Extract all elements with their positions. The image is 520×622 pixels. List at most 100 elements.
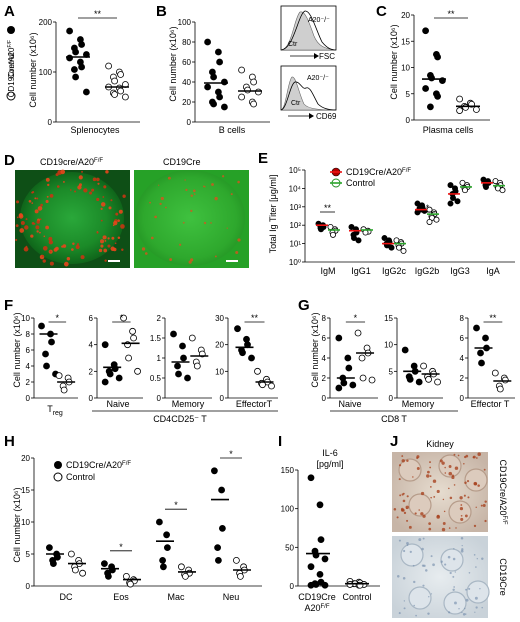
stain-dot [403,600,406,602]
stain-dot [461,611,463,614]
image-label-right: CD19Cre [163,157,201,167]
stain-dot [418,509,420,511]
panel-g-letter: G [298,297,310,314]
red-stain-dot [159,202,162,206]
data-point-open [491,369,499,377]
data-point-filled [210,467,218,475]
subplot-label-memory: Memory [172,399,205,409]
stain-dot [453,484,456,486]
red-stain-dot [39,231,41,234]
data-point-open [181,573,189,580]
data-point-filled [159,557,167,564]
stain-dot [475,457,478,459]
stain-dot [459,506,464,511]
data-point-filled [78,63,85,71]
red-stain-dot [16,200,20,204]
stain-dot [401,493,404,496]
glomerulus [448,500,472,524]
panel-d-letter: D [4,152,15,169]
red-stain-dot [110,246,116,252]
data-point-filled [220,78,228,86]
x-tick-label: Neu [223,592,240,602]
y-tick-label: 20 [215,341,224,350]
stain-dot [420,512,424,516]
stain-dot [436,489,440,494]
data-point-filled [434,92,442,100]
scale-bar [108,260,120,262]
red-staining-left [15,169,126,267]
y-tick-label: 5 [406,90,411,99]
legend-open-marker [6,91,16,101]
stain-dot [432,563,435,567]
stain-dot [403,607,406,610]
stain-dot [473,524,477,528]
hist-ctr-label: Ctr [291,100,301,107]
data-point-filled [335,384,343,392]
red-stain-dot [222,175,225,178]
panel-i-letter: I [278,433,282,450]
red-stain-dot [235,251,239,255]
data-point-filled [355,237,362,244]
scale-bar [226,260,238,262]
data-point-filled [106,370,114,378]
y-tick-label: 4 [322,354,327,363]
data-point-filled [101,341,109,349]
y-tick-label: 10⁵ [289,166,301,175]
red-stain-dot [100,244,104,248]
red-stain-dot [36,197,39,200]
red-stain-dot [190,194,193,197]
red-stain-dot [190,209,193,213]
data-point-open [358,354,366,362]
data-point-filled [163,531,171,539]
y-tick-label: 10¹ [289,240,301,249]
stain-dot [398,478,401,481]
y-tick-label: 15 [401,37,410,46]
y-tick-label: 150 [281,466,295,475]
data-point-filled [388,244,395,251]
stain-dot [430,496,432,499]
red-stain-dot [31,222,35,225]
red-stain-dot [34,197,37,200]
red-stain-dot [36,230,39,233]
plot-g: 0 2 4 6 8 * 0 5 10 15 0 2 4 6 8 ** [322,313,515,403]
y-tick-label: 6 [26,346,31,355]
data-point-open [420,362,427,370]
data-point-open [461,187,468,194]
y-tick-label: 4 [460,354,465,363]
stain-dot [416,455,420,459]
data-point-open [425,375,432,383]
data-point-filled [401,346,409,354]
data-point-filled [43,362,50,370]
y-tick-label: 10⁰ [289,258,301,267]
red-stain-dot [18,213,23,218]
red-stain-dot [182,221,185,224]
stain-dot [422,584,425,587]
data-point-filled [204,38,212,46]
y-tick-label: 40 [182,78,191,87]
hist-axis-cd69: CD69 [316,112,337,121]
stain-dot [402,576,406,580]
data-point-open [400,247,407,254]
y-tick-label: 8 [322,314,327,323]
red-stain-dot [72,242,75,246]
red-stain-dot [203,185,205,188]
stain-dot [473,553,476,556]
red-stain-dot [80,255,85,260]
red-stain-dot [113,220,118,226]
red-stain-dot [15,238,18,242]
red-stain-dot [46,195,49,198]
stain-dot [403,549,406,553]
glomerulus [464,468,488,492]
red-stain-dot [194,193,196,195]
category-label-a20: CD19Cre [298,592,336,602]
data-point-open [426,218,433,225]
stain-dot [415,614,417,617]
legend-a20-label: CD19Cre/A20F/F [66,460,131,470]
data-point-open [60,386,68,394]
legend-a20-label: CD19Cre/A20F/F [346,167,411,177]
red-stain-dot [69,189,72,191]
panel-b-letter: B [156,3,167,20]
data-point-filled [349,381,357,389]
red-stain-dot [24,225,29,230]
